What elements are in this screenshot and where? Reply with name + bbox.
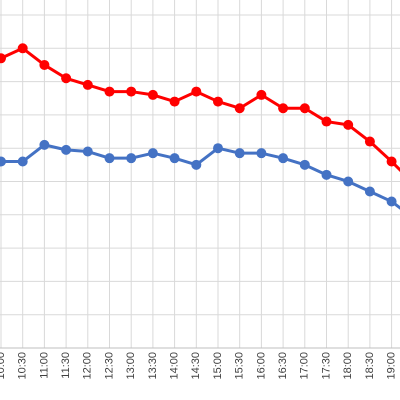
point-marker: [126, 86, 137, 97]
point-marker: [234, 148, 245, 159]
point-marker: [0, 53, 6, 64]
point-marker: [213, 96, 223, 107]
x-tick-label: 17:30: [320, 352, 332, 380]
point-marker: [39, 139, 50, 150]
point-marker: [234, 103, 245, 114]
point-marker: [17, 43, 28, 54]
x-tick-label: 13:00: [125, 352, 137, 380]
x-tick-label: 15:00: [212, 352, 224, 380]
point-marker: [256, 148, 267, 159]
x-tick-label: 17:00: [299, 352, 311, 380]
point-marker: [191, 86, 202, 97]
point-marker: [364, 136, 375, 147]
point-marker: [82, 146, 93, 157]
point-marker: [147, 148, 158, 159]
x-tick-label: 16:30: [277, 352, 289, 380]
point-marker: [321, 169, 332, 180]
x-tick-label: 19:00: [386, 352, 398, 380]
point-marker: [169, 96, 180, 107]
point-marker: [343, 176, 354, 187]
x-tick-label: 10:30: [17, 352, 29, 380]
x-tick-label: 18:30: [364, 352, 376, 380]
x-tick-label: 18:00: [342, 352, 354, 380]
x-tick-label: 11:30: [60, 352, 72, 379]
point-marker: [191, 159, 202, 170]
point-marker: [61, 73, 72, 84]
x-tick-label: 16:00: [255, 352, 267, 380]
point-marker: [299, 159, 310, 170]
x-tick-label: 14:00: [169, 352, 181, 380]
point-marker: [17, 156, 28, 167]
point-marker: [386, 156, 397, 167]
point-marker: [169, 153, 180, 164]
point-marker: [256, 89, 267, 100]
point-marker: [147, 89, 158, 100]
point-marker: [343, 119, 354, 130]
x-tick-label: 12:00: [82, 352, 94, 380]
x-tick-label: 11:00: [38, 352, 50, 379]
point-marker: [213, 143, 223, 154]
point-marker: [39, 59, 50, 70]
x-tick-label: 15:30: [234, 352, 246, 380]
x-tick-label: 12:30: [103, 352, 115, 380]
point-marker: [82, 79, 93, 90]
x-tick-label: 13:30: [147, 352, 159, 380]
point-marker: [299, 103, 310, 114]
point-marker: [104, 86, 115, 97]
point-marker: [278, 103, 289, 114]
point-marker: [61, 144, 72, 155]
point-marker: [126, 153, 137, 164]
x-tick-label: 10:00: [0, 352, 7, 380]
x-tick-label: 14:30: [190, 352, 202, 380]
point-marker: [104, 153, 115, 164]
point-marker: [321, 116, 332, 127]
point-marker: [386, 196, 397, 207]
point-marker: [278, 153, 289, 164]
point-marker: [0, 156, 6, 167]
point-marker: [364, 186, 375, 197]
